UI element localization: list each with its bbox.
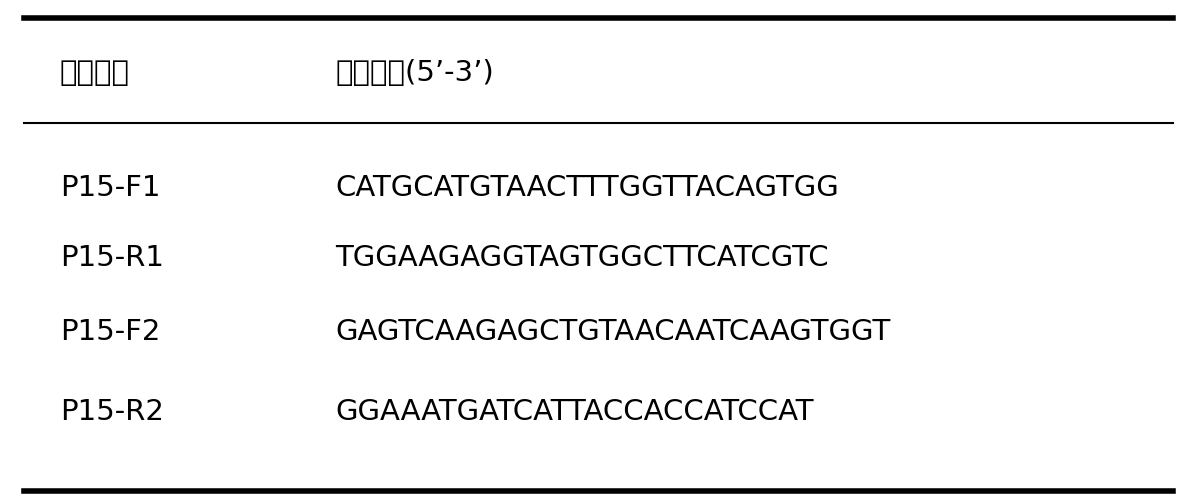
Text: P15-R1: P15-R1 <box>60 244 164 272</box>
Text: GGAAATGATCATTACCACCATCCAT: GGAAATGATCATTACCACCATCCAT <box>335 398 814 426</box>
Text: 引物名称: 引物名称 <box>60 58 129 86</box>
Text: P15-F1: P15-F1 <box>60 174 160 202</box>
Text: TGGAAGAGGTAGTGGCTTCATCGTC: TGGAAGAGGTAGTGGCTTCATCGTC <box>335 244 828 272</box>
Text: CATGCATGTAACTTTGGTTACAGTGG: CATGCATGTAACTTTGGTTACAGTGG <box>335 174 839 202</box>
Text: P15-R2: P15-R2 <box>60 398 164 426</box>
Text: 引物序列(5’-3’): 引物序列(5’-3’) <box>335 58 494 86</box>
Text: P15-F2: P15-F2 <box>60 318 160 346</box>
Text: GAGTCAAGAGCTGTAACAATCAAGTGGT: GAGTCAAGAGCTGTAACAATCAAGTGGT <box>335 318 891 346</box>
